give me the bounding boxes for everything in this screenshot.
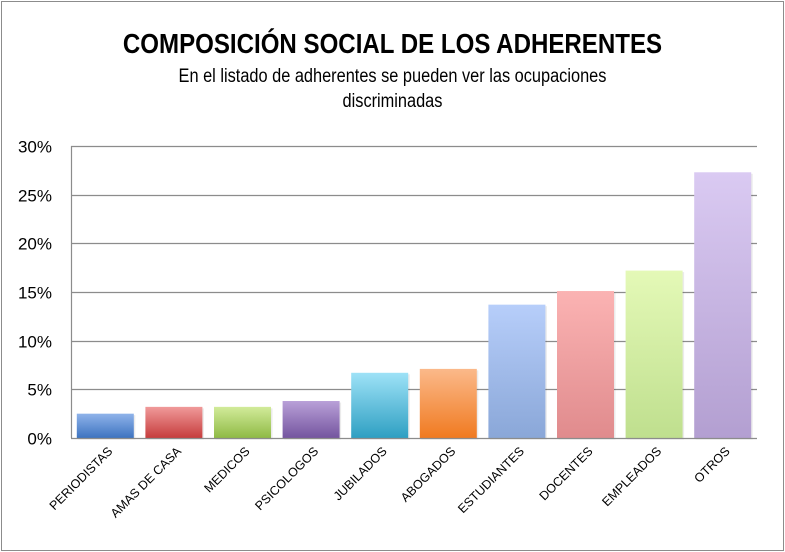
y-tick-label: 30%: [18, 138, 52, 157]
bar-otros: [694, 172, 752, 438]
bar-docentes: [557, 291, 614, 438]
chart-subtitle-line-2: discriminadas: [342, 91, 443, 112]
x-tick-label: ABOGADOS: [398, 444, 458, 504]
bar-amas-de-casa: [145, 406, 203, 438]
bar-abogados: [419, 368, 477, 438]
bar-medicos: [214, 406, 271, 438]
x-tick-label: DOCENTES: [537, 444, 596, 503]
x-tick-label: PERIODISTAS: [47, 444, 116, 513]
y-tick-labels: 0% 5% 10% 15% 20% 25% 30%: [18, 138, 52, 449]
bar-psicologos: [282, 401, 340, 438]
chart-subtitle-line-1: En el listado de adherentes se pueden ve…: [178, 66, 607, 87]
y-tick-label: 0%: [27, 430, 52, 449]
x-tick-label: MEDICOS: [201, 444, 252, 495]
x-tick-label: PSICOLOGOS: [252, 444, 321, 513]
bars: [76, 172, 753, 440]
bar-estudiantes: [488, 304, 546, 438]
y-tick-label: 5%: [27, 381, 52, 400]
chart-title: COMPOSICIÓN SOCIAL DE LOS ADHERENTES: [122, 28, 663, 59]
x-tick-label: AMAS DE CASA: [108, 444, 185, 521]
x-tick-label: ESTUDIANTES: [455, 444, 527, 516]
y-tick-label: 20%: [18, 235, 52, 254]
y-tick-label: 10%: [18, 333, 52, 352]
x-tick-label: OTROS: [691, 444, 732, 485]
x-tick-label: JUBILADOS: [331, 444, 390, 503]
bar-periodistas: [76, 413, 134, 438]
y-tick-label: 15%: [18, 284, 52, 303]
x-tick-label: EMPLEADOS: [599, 444, 664, 509]
bar-empleados: [625, 270, 683, 438]
axes: [70, 146, 757, 440]
y-tick-label: 25%: [18, 187, 52, 206]
bar-jubilados: [351, 372, 409, 438]
